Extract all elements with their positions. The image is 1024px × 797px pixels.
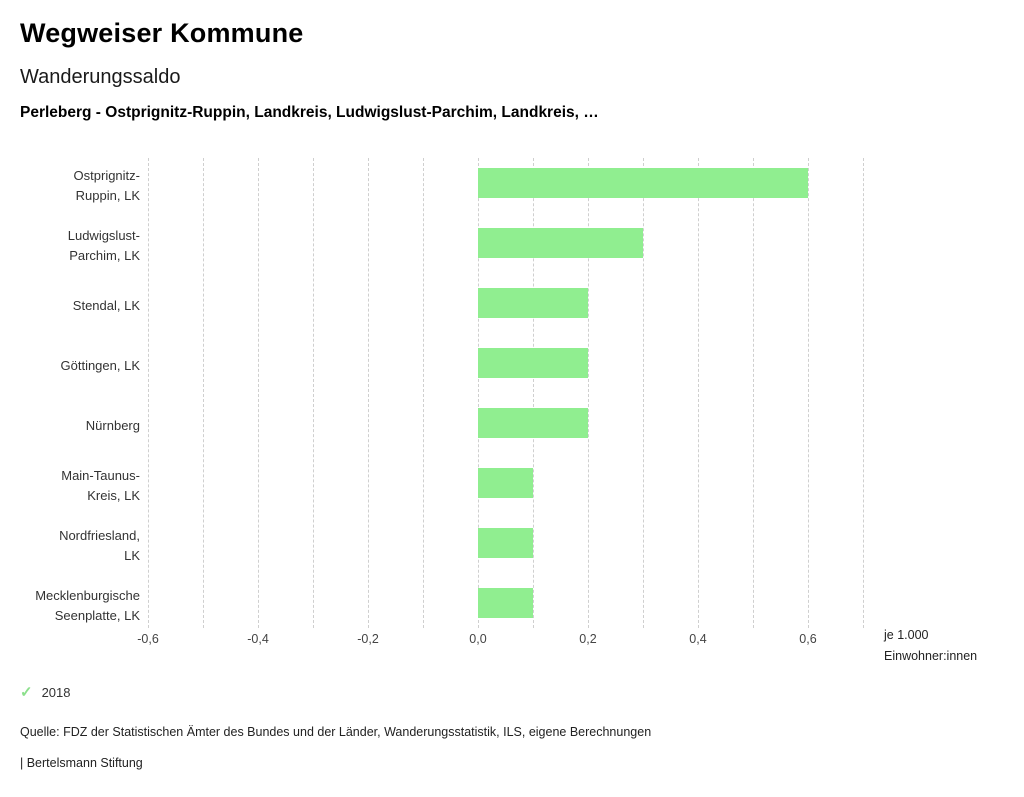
gridline: [863, 158, 864, 628]
gridline: [478, 158, 479, 628]
source-text: Quelle: FDZ der Statistischen Ämter des …: [20, 725, 652, 739]
bar-7: [478, 588, 533, 618]
axis-unit-label: je 1.000 Einwohner:innen: [884, 625, 977, 667]
selection-subtitle: Perleberg - Ostprignitz-Ruppin, Landkrei…: [20, 104, 599, 121]
gridline: [698, 158, 699, 628]
category-label: Ludwigslust- Parchim, LK: [67, 227, 140, 263]
axis-unit-line-2: Einwohner:innen: [884, 649, 978, 663]
plot-area: [148, 156, 864, 636]
legend-year-label: 2018: [41, 684, 71, 700]
bar-4: [478, 408, 588, 438]
category-label: Main-Taunus- Kreis, LK: [61, 467, 140, 503]
x-tick-label: -0,6: [137, 632, 159, 646]
category-label: Nürnberg: [85, 417, 140, 433]
gridline: [808, 158, 809, 628]
gridline: [753, 158, 754, 628]
x-axis: -0,6 -0,4 -0,2 0,0 0,2 0,4 0,6: [137, 632, 863, 652]
x-tick-label: 0,6: [799, 632, 817, 646]
gridline: [203, 158, 204, 628]
gridline: [588, 158, 589, 628]
x-tick-label: -0,2: [357, 632, 379, 646]
bar-6: [478, 528, 533, 558]
x-tick-label: -0,4: [247, 632, 269, 646]
bar-2: [478, 288, 588, 318]
bar-5: [478, 468, 533, 498]
checkmark-icon: ✓: [20, 684, 33, 701]
category-label: Stendal, LK: [72, 297, 140, 313]
bar-3: [478, 348, 588, 378]
axis-unit-line-1: je 1.000: [884, 628, 929, 642]
brand-text: | Bertelsmann Stiftung: [20, 756, 143, 770]
x-tick-label: 0,0: [469, 632, 487, 646]
bar-1: [478, 228, 643, 258]
gridline: [148, 158, 149, 628]
bar-0: [478, 168, 808, 198]
category-label: Ostprignitz- Ruppin, LK: [73, 167, 140, 203]
category-label: Nordfriesland, LK: [59, 527, 140, 563]
gridline: [533, 158, 534, 628]
legend-item-2018[interactable]: ✓ 2018: [20, 683, 71, 701]
gridline: [313, 158, 314, 628]
x-tick-label: 0,4: [689, 632, 707, 646]
category-label: Göttingen, LK: [60, 357, 141, 373]
category-labels: Ostprignitz- Ruppin, LK Ludwigslust- Parchi…: [0, 156, 140, 636]
gridline: [368, 158, 369, 628]
x-tick-label: 0,2: [579, 632, 597, 646]
gridline: [642, 158, 644, 628]
gridline: [258, 158, 259, 628]
gridline: [423, 158, 424, 628]
page-title: Wegweiser Kommune: [20, 18, 304, 48]
category-label: Mecklenburgische Seenplatte, LK: [35, 587, 140, 623]
chart-title: Wanderungssaldo: [20, 66, 181, 88]
